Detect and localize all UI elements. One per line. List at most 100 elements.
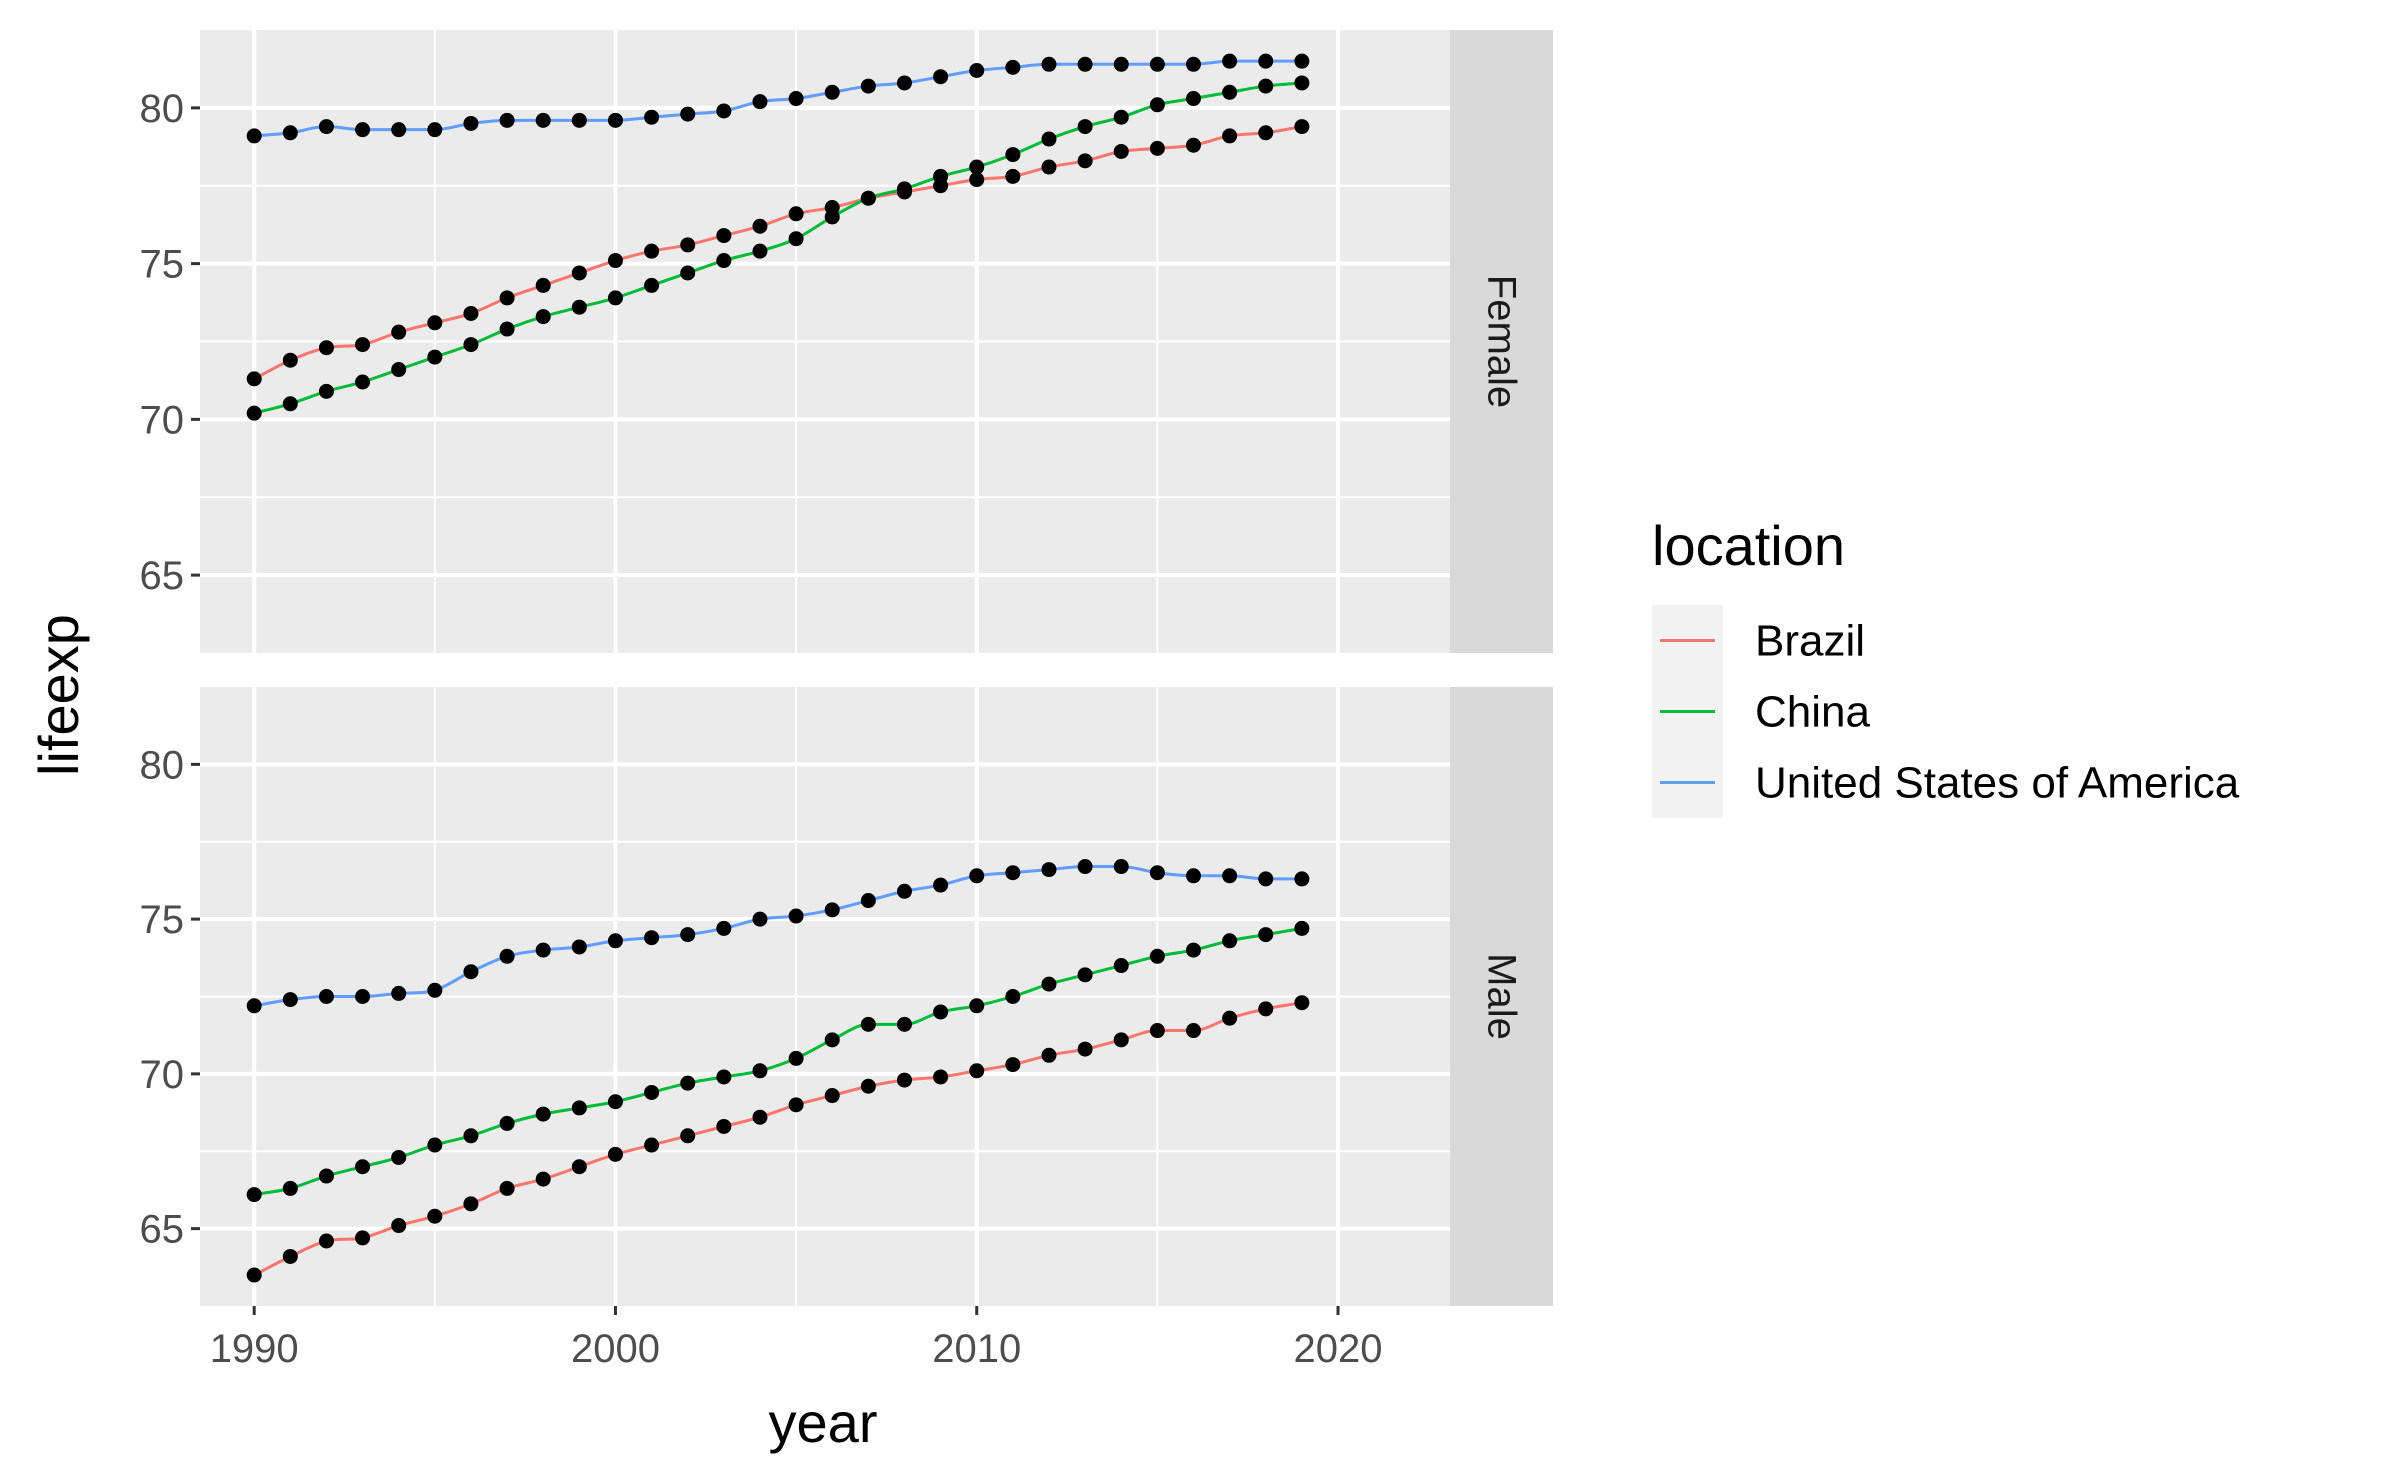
data-point [1005,865,1021,881]
data-point [1005,59,1021,75]
data-point [969,1063,985,1079]
data-point [607,1094,623,1110]
data-point [896,883,912,899]
data-point [499,112,515,128]
data-point [391,985,407,1001]
data-point [391,324,407,340]
legend: Brazil China United States of America [1652,605,2240,818]
data-point [355,337,371,353]
data-point [824,1088,840,1104]
data-point [355,1159,371,1175]
y-tick-label: 75 [140,243,185,287]
data-point [607,253,623,269]
data-point [860,893,876,909]
data-point [860,1078,876,1094]
data-point [1077,119,1093,135]
data-point [282,125,298,141]
data-point [1185,137,1201,153]
x-tick-label: 2000 [571,1327,660,1371]
legend-label: Brazil [1755,617,1865,666]
data-point [246,1187,262,1203]
data-point [1222,53,1238,69]
data-point [499,1180,515,1196]
data-point [644,277,660,293]
data-point [1077,153,1093,169]
data-point [499,290,515,306]
data-point [933,69,949,85]
data-point [1149,865,1165,881]
data-point [716,1069,732,1085]
data-point [246,371,262,387]
data-point [1041,131,1057,147]
x-tick-label: 2010 [932,1327,1021,1371]
data-point [463,1128,479,1144]
data-point [788,908,804,924]
data-point [788,231,804,247]
data-point [318,383,334,399]
data-point [1113,109,1129,125]
data-point [246,405,262,421]
data-point [1222,84,1238,100]
data-point [571,1100,587,1116]
data-point [1113,56,1129,72]
data-point [318,119,334,135]
data-point [607,1146,623,1162]
data-point [1041,862,1057,878]
y-tick-label: 70 [140,1053,185,1097]
data-point [282,1248,298,1264]
data-point [969,998,985,1014]
data-point [680,106,696,122]
data-point [318,989,334,1004]
data-point [788,1097,804,1113]
data-point [535,277,551,293]
data-point [1294,920,1310,936]
data-point [788,1050,804,1066]
facet-strip-label: Male [1480,953,1524,1040]
data-point [644,1084,660,1100]
data-point [1077,859,1093,875]
data-point [860,190,876,206]
data-point [1185,1023,1201,1039]
data-point [355,1230,371,1246]
data-point [933,1004,949,1020]
data-point [680,265,696,281]
y-tick-label: 80 [140,87,185,131]
x-axis-title: year [769,1391,878,1454]
data-point [1149,140,1165,156]
data-point [1005,1057,1021,1073]
data-point [1222,933,1238,949]
legend-title: location [1652,514,1845,577]
data-point [463,305,479,321]
data-point [1113,1032,1129,1048]
data-point [427,1137,443,1153]
data-point [1041,159,1057,175]
data-point [355,122,371,138]
data-point [716,920,732,936]
data-point [1258,125,1274,141]
data-point [1149,56,1165,72]
legend-label: China [1755,688,1870,737]
data-point [318,1168,334,1184]
data-point [391,1218,407,1234]
x-tick-label: 2020 [1294,1327,1383,1371]
legend-label: United States of America [1755,759,2240,808]
data-point [1185,91,1201,107]
data-point [282,1180,298,1196]
data-point [680,927,696,943]
data-point [1294,995,1310,1011]
data-point [246,998,262,1014]
data-point [680,1075,696,1091]
data-point [318,340,334,356]
data-point [391,122,407,138]
data-point [282,396,298,412]
data-point [1005,147,1021,163]
data-point [535,942,551,958]
data-point [535,1171,551,1187]
data-point [716,253,732,269]
data-point [1185,942,1201,958]
data-point [933,877,949,893]
data-point [535,309,551,325]
data-point [788,91,804,107]
data-point [1041,1047,1057,1063]
data-point [752,94,768,110]
